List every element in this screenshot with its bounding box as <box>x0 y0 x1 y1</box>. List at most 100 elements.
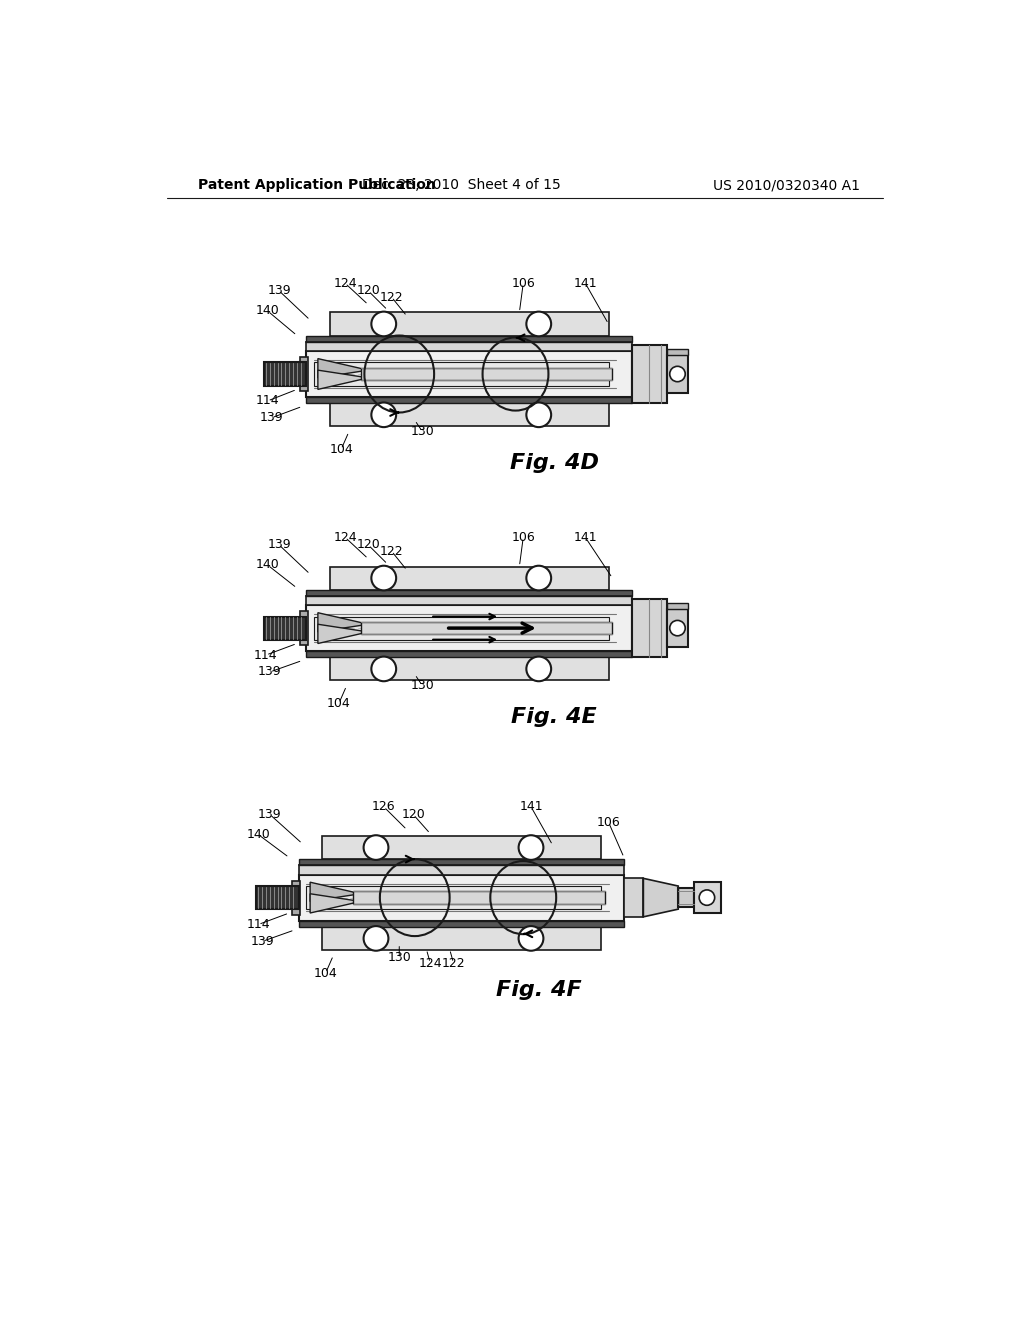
Text: Fig. 4F: Fig. 4F <box>496 979 582 1001</box>
Circle shape <box>670 620 685 636</box>
Text: 120: 120 <box>356 539 380 552</box>
Polygon shape <box>317 624 369 644</box>
Bar <box>306 605 632 651</box>
Bar <box>322 836 601 859</box>
Text: 106: 106 <box>511 531 536 544</box>
Polygon shape <box>317 612 369 632</box>
Text: 114: 114 <box>256 395 280 408</box>
Polygon shape <box>310 894 360 913</box>
Text: US 2010/0320340 A1: US 2010/0320340 A1 <box>714 178 860 193</box>
Circle shape <box>372 656 396 681</box>
Text: 114: 114 <box>247 917 270 931</box>
Bar <box>330 404 608 426</box>
Bar <box>330 566 608 590</box>
Text: 120: 120 <box>401 808 425 821</box>
Bar <box>632 599 667 657</box>
Text: 139: 139 <box>267 284 291 297</box>
Bar <box>300 611 308 645</box>
Bar <box>360 622 612 635</box>
Text: 140: 140 <box>256 305 280 317</box>
Bar <box>322 927 601 950</box>
Text: Fig. 4D: Fig. 4D <box>510 453 599 473</box>
Circle shape <box>372 403 396 428</box>
Bar <box>667 609 688 647</box>
Text: 130: 130 <box>411 680 434 693</box>
Bar <box>263 616 306 640</box>
Text: Fig. 4E: Fig. 4E <box>511 706 597 726</box>
Bar <box>352 891 604 904</box>
Bar <box>314 616 608 640</box>
Bar <box>667 355 688 393</box>
Bar <box>306 651 632 657</box>
Bar <box>299 874 624 921</box>
Polygon shape <box>643 878 678 917</box>
Text: 141: 141 <box>573 531 597 544</box>
Polygon shape <box>306 342 632 351</box>
Text: 139: 139 <box>267 539 291 552</box>
Polygon shape <box>299 866 624 874</box>
Text: 139: 139 <box>259 412 284 425</box>
Text: 104: 104 <box>327 697 350 710</box>
Text: 140: 140 <box>247 828 270 841</box>
Bar <box>693 882 721 913</box>
Bar <box>306 335 632 342</box>
Circle shape <box>526 312 551 337</box>
Text: Patent Application Publication: Patent Application Publication <box>198 178 435 193</box>
Bar <box>314 363 608 385</box>
Circle shape <box>372 312 396 337</box>
Circle shape <box>518 836 544 859</box>
Text: 122: 122 <box>380 290 403 304</box>
Bar <box>263 363 306 385</box>
Circle shape <box>526 403 551 428</box>
Circle shape <box>364 927 388 950</box>
Bar <box>330 657 608 681</box>
Circle shape <box>699 890 715 906</box>
Bar <box>678 888 693 907</box>
Text: 106: 106 <box>511 277 536 289</box>
Circle shape <box>526 656 551 681</box>
Circle shape <box>670 366 685 381</box>
Text: 140: 140 <box>256 558 280 572</box>
Text: 122: 122 <box>380 545 403 557</box>
Bar <box>306 590 632 595</box>
Bar <box>292 880 300 915</box>
Text: 141: 141 <box>573 277 597 289</box>
Circle shape <box>518 927 544 950</box>
Bar <box>306 351 632 397</box>
Text: 114: 114 <box>254 648 278 661</box>
Bar <box>360 368 612 380</box>
Text: 124: 124 <box>419 957 442 970</box>
Circle shape <box>364 836 388 859</box>
Text: 130: 130 <box>387 952 411 964</box>
Polygon shape <box>317 370 369 389</box>
Text: 126: 126 <box>372 800 395 813</box>
Text: 130: 130 <box>411 425 434 438</box>
Text: 124: 124 <box>333 531 356 544</box>
Polygon shape <box>306 595 632 605</box>
Bar <box>330 313 608 335</box>
Text: 139: 139 <box>258 665 282 678</box>
Text: 122: 122 <box>441 957 465 970</box>
Polygon shape <box>667 603 688 609</box>
Bar <box>300 358 308 391</box>
Text: 124: 124 <box>333 277 356 289</box>
Bar <box>306 397 632 404</box>
Polygon shape <box>667 348 688 355</box>
Bar <box>256 886 299 909</box>
Text: Dec. 23, 2010  Sheet 4 of 15: Dec. 23, 2010 Sheet 4 of 15 <box>361 178 560 193</box>
Bar <box>632 345 667 404</box>
Text: 104: 104 <box>330 444 353 455</box>
Circle shape <box>526 566 551 590</box>
Polygon shape <box>317 359 369 378</box>
Text: 120: 120 <box>356 284 380 297</box>
Bar <box>299 859 624 866</box>
Bar <box>306 886 601 909</box>
Text: 104: 104 <box>313 966 338 979</box>
Bar <box>624 878 643 917</box>
Text: 141: 141 <box>519 800 543 813</box>
Text: 139: 139 <box>250 935 273 948</box>
Circle shape <box>372 566 396 590</box>
Text: 139: 139 <box>258 808 282 821</box>
Text: 106: 106 <box>597 816 621 829</box>
Polygon shape <box>310 882 360 902</box>
